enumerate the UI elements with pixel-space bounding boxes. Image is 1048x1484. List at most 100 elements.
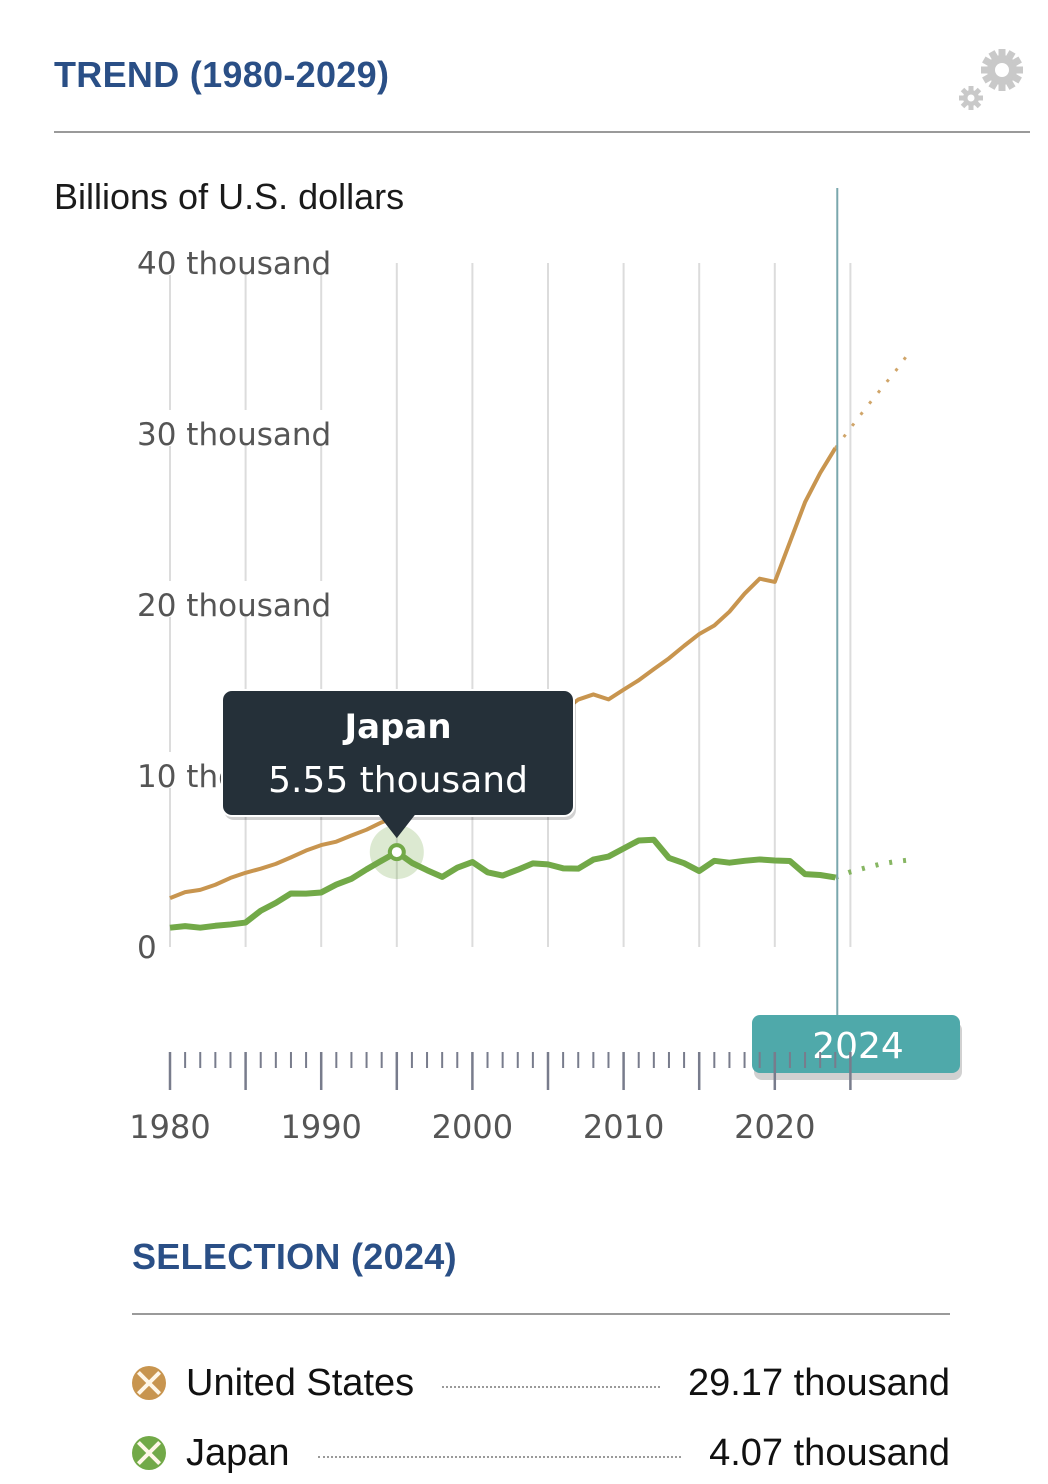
data-point[interactable]: [273, 861, 279, 867]
data-point[interactable]: [167, 925, 173, 931]
year-cursor[interactable]: 2024: [752, 188, 962, 1080]
data-point[interactable]: [787, 858, 793, 864]
data-point[interactable]: [908, 857, 914, 863]
data-point[interactable]: [621, 846, 627, 852]
year-cursor-label: 2024: [812, 1026, 904, 1067]
data-point[interactable]: [288, 890, 294, 896]
data-point[interactable]: [802, 871, 808, 877]
data-point[interactable]: [575, 697, 581, 703]
data-point[interactable]: [273, 900, 279, 906]
data-point[interactable]: [424, 867, 430, 873]
data-point[interactable]: [243, 870, 249, 876]
data-point[interactable]: [681, 643, 687, 649]
data-point[interactable]: [560, 865, 566, 871]
data-point[interactable]: [621, 687, 627, 693]
data-point[interactable]: [878, 387, 884, 393]
legend-item-united-states[interactable]: United States 29.17 thousand: [132, 1358, 950, 1408]
year-cursor-badge[interactable]: 2024: [752, 1015, 962, 1080]
data-point[interactable]: [182, 923, 188, 929]
data-point[interactable]: [590, 691, 596, 697]
data-point[interactable]: [303, 848, 309, 854]
series-japan: [167, 836, 914, 931]
data-point[interactable]: [288, 854, 294, 860]
data-point[interactable]: [772, 579, 778, 585]
data-point[interactable]: [696, 868, 702, 874]
data-point[interactable]: [605, 854, 611, 860]
data-point[interactable]: [893, 859, 899, 865]
data-point[interactable]: [243, 920, 249, 926]
data-point[interactable]: [742, 591, 748, 597]
data-point[interactable]: [636, 677, 642, 683]
data-point[interactable]: [711, 623, 717, 629]
data-point[interactable]: [485, 869, 491, 875]
data-point[interactable]: [348, 833, 354, 839]
data-point[interactable]: [863, 865, 869, 871]
highlight-point[interactable]: [387, 843, 406, 862]
data-point[interactable]: [726, 609, 732, 615]
x-tick-label: 1980: [129, 1108, 210, 1146]
data-point[interactable]: [212, 923, 218, 929]
data-point[interactable]: [711, 858, 717, 864]
data-point[interactable]: [318, 889, 324, 895]
data-point[interactable]: [469, 859, 475, 865]
data-point[interactable]: [817, 470, 823, 476]
y-tick-label: 0: [137, 930, 157, 966]
data-point[interactable]: [772, 857, 778, 863]
data-point[interactable]: [530, 860, 536, 866]
data-point[interactable]: [757, 856, 763, 862]
data-point[interactable]: [258, 908, 264, 914]
data-point[interactable]: [182, 889, 188, 895]
data-point[interactable]: [817, 872, 823, 878]
data-point[interactable]: [212, 882, 218, 888]
data-point[interactable]: [863, 405, 869, 411]
y-tick-label-bg: [132, 239, 345, 275]
data-point[interactable]: [878, 861, 884, 867]
data-point[interactable]: [726, 860, 732, 866]
data-point[interactable]: [651, 666, 657, 672]
data-point[interactable]: [197, 887, 203, 893]
legend-value: 29.17 thousand: [687, 1361, 950, 1404]
data-point[interactable]: [787, 539, 793, 545]
data-point[interactable]: [439, 874, 445, 880]
data-point[interactable]: [590, 857, 596, 863]
data-point[interactable]: [696, 631, 702, 637]
data-point[interactable]: [364, 827, 370, 833]
data-point[interactable]: [742, 858, 748, 864]
data-point[interactable]: [666, 855, 672, 861]
x-tick-label: 2020: [734, 1108, 815, 1146]
selection-section-title: SELECTION (2024): [132, 1236, 457, 1277]
data-point[interactable]: [364, 866, 370, 872]
data-point[interactable]: [666, 655, 672, 661]
data-point[interactable]: [605, 696, 611, 702]
data-point[interactable]: [227, 921, 233, 927]
settings-gears-icon[interactable]: [950, 44, 1030, 116]
data-point[interactable]: [847, 869, 853, 875]
data-point[interactable]: [651, 837, 657, 843]
data-point[interactable]: [681, 860, 687, 866]
data-point[interactable]: [227, 875, 233, 881]
data-point[interactable]: [515, 867, 521, 873]
data-point[interactable]: [348, 876, 354, 882]
data-point[interactable]: [893, 368, 899, 374]
data-point[interactable]: [802, 499, 808, 505]
remove-x-icon[interactable]: [132, 1366, 166, 1400]
remove-x-icon[interactable]: [132, 1436, 166, 1470]
data-point[interactable]: [333, 882, 339, 888]
data-point[interactable]: [908, 347, 914, 353]
data-point[interactable]: [318, 842, 324, 848]
data-point[interactable]: [454, 865, 460, 871]
data-point[interactable]: [636, 837, 642, 843]
data-point[interactable]: [847, 425, 853, 431]
data-point[interactable]: [258, 866, 264, 872]
data-point[interactable]: [757, 576, 763, 582]
x-tick-label: 1990: [280, 1108, 361, 1146]
data-point[interactable]: [545, 861, 551, 867]
data-point[interactable]: [500, 873, 506, 879]
legend-item-japan[interactable]: Japan 4.07 thousand: [132, 1428, 950, 1478]
data-point[interactable]: [333, 839, 339, 845]
data-point[interactable]: [303, 891, 309, 897]
data-point[interactable]: [575, 866, 581, 872]
data-point[interactable]: [197, 925, 203, 931]
data-point[interactable]: [167, 895, 173, 901]
x-axis[interactable]: 1980 1990 2000 2010 2020: [129, 1052, 852, 1146]
